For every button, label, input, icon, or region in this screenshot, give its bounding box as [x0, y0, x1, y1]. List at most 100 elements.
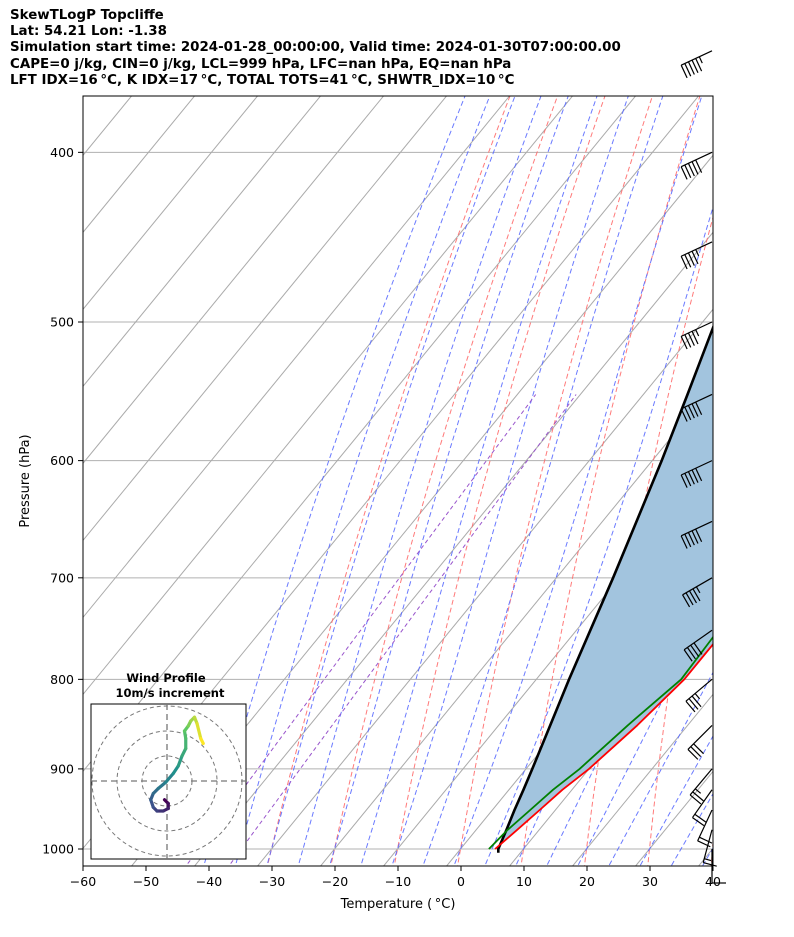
station-coords: Lat: 54.21 Lon: -1.38: [10, 24, 167, 40]
barb-feather: [691, 250, 699, 265]
isotherm-line: [83, 96, 637, 773]
barb-feather: [684, 63, 692, 77]
barb-shaft: [685, 678, 713, 702]
moist-adiabat-line: [266, 96, 516, 866]
x-tick-label: −60: [70, 874, 96, 889]
barb-feather: [682, 594, 691, 608]
barb-shaft: [697, 809, 713, 842]
hodograph-plot: [91, 704, 246, 859]
y-tick-label: 1000: [42, 842, 74, 857]
wind-barb: [680, 393, 713, 422]
barb-half-feather: [694, 788, 702, 794]
hodograph-title: Wind Profile: [126, 671, 206, 685]
barb-feather: [695, 159, 703, 173]
dry-adiabat-line: [457, 96, 653, 866]
x-tick-label: −30: [259, 874, 285, 889]
barb-shaft: [683, 629, 713, 651]
barb-feather: [695, 401, 703, 416]
barb-feather: [693, 743, 704, 755]
barb-feather: [692, 588, 701, 602]
barb-shaft: [687, 725, 713, 750]
barb-feather: [695, 58, 703, 72]
isotherm-line: [83, 96, 574, 696]
wind-barb: [682, 577, 713, 608]
barb-half-feather: [694, 693, 701, 700]
barb-feather: [691, 59, 699, 74]
dry-adiabat-line: [647, 432, 713, 866]
wind-barb: [702, 829, 717, 867]
barb-feather: [683, 649, 693, 662]
moist-adiabat-line: [329, 96, 569, 866]
moist-adiabat-line: [360, 96, 598, 866]
barb-shaft: [702, 829, 713, 863]
barb-feather: [703, 862, 717, 867]
wind-barb: [680, 50, 713, 79]
x-tick-label: −40: [196, 874, 222, 889]
wind-barb: [685, 678, 713, 713]
wind-barb: [689, 768, 713, 805]
isotherm-line: [83, 96, 700, 850]
hodograph-trace-segment: [195, 721, 203, 741]
wind-barb: [692, 789, 713, 827]
isotherm-line: [130, 154, 713, 866]
barb-feather: [686, 647, 696, 660]
wind-barb: [680, 321, 713, 350]
barb-feather: [680, 64, 688, 79]
barb-half-feather: [695, 586, 701, 594]
barb-half-feather: [695, 249, 700, 257]
mixing-ratio-line: [228, 394, 577, 866]
barb-half-feather: [698, 56, 703, 64]
moist-adiabat-line: [453, 96, 703, 866]
barb-shaft: [680, 460, 713, 476]
x-tick-label: −50: [133, 874, 159, 889]
isotherm-line: [445, 539, 713, 866]
barb-shaft: [682, 577, 713, 596]
station-title: SkewTLogP Topcliffe: [10, 8, 164, 23]
barb-shaft: [680, 241, 713, 257]
dry-adiabat-line: [520, 96, 701, 866]
y-tick-label: 800: [50, 672, 74, 687]
y-tick-label: 400: [50, 145, 74, 160]
plot-area: [83, 96, 713, 866]
y-axis-label: Pressure (hPa): [18, 434, 33, 527]
barb-shaft: [680, 151, 713, 168]
hodograph-trace-segment: [156, 780, 168, 791]
barb-feather: [693, 642, 703, 655]
isotherm-line: [256, 308, 713, 866]
barb-feather: [691, 161, 699, 175]
barb-feather: [680, 336, 688, 350]
barb-feather: [687, 471, 695, 485]
wind-barb: [697, 809, 713, 848]
barb-feather: [684, 334, 692, 348]
barb-feather: [684, 164, 692, 178]
stability-indices: LFT IDX=16 °C, K IDX=17 °C, TOTAL TOTS=4…: [10, 72, 515, 88]
moist-adiabat-line: [234, 96, 491, 866]
hodograph-trace-segment: [164, 771, 175, 784]
barb-feather: [684, 254, 692, 268]
barb-feather: [687, 252, 695, 266]
barb-feather: [692, 817, 705, 827]
barb-feather: [680, 474, 688, 488]
barb-feather: [680, 256, 688, 270]
cape-cin-fill: [495, 327, 713, 849]
barb-feather: [684, 473, 692, 487]
y-tick-label: 500: [50, 315, 74, 330]
wind-barb: [680, 460, 713, 488]
axes: −60−50−40−30−20−100102030401002003004005…: [42, 145, 721, 889]
hodograph-inset: Wind Profile 10m/s increment: [90, 671, 247, 860]
barb-feather: [680, 166, 688, 180]
moist-adiabat-line: [297, 96, 542, 866]
barb-feather: [685, 700, 696, 713]
chart-header: SkewTLogP Topcliffe Lat: 54.21 Lon: -1.3…: [10, 8, 621, 89]
moist-adiabat-line: [577, 597, 713, 866]
barb-feather: [688, 590, 698, 604]
wind-barb: [711, 849, 726, 884]
barb-half-feather: [695, 329, 700, 337]
wind-barb: [680, 241, 713, 270]
hodograph-trace-segment: [176, 754, 184, 768]
barb-shaft: [689, 768, 713, 796]
barb-feather: [691, 695, 702, 708]
isotherm-line: [83, 96, 511, 619]
wind-barb: [680, 520, 713, 549]
